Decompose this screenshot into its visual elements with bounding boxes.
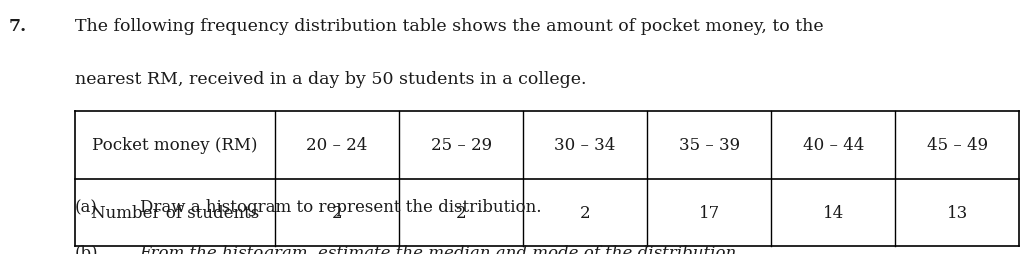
Text: Number of students: Number of students: [91, 204, 259, 221]
Text: From the histogram, estimate the median and mode of the distribution.: From the histogram, estimate the median …: [140, 244, 742, 254]
Text: 25 – 29: 25 – 29: [431, 137, 492, 154]
Text: 45 – 49: 45 – 49: [927, 137, 988, 154]
Text: 2: 2: [580, 204, 591, 221]
Text: 7.: 7.: [8, 18, 27, 35]
Text: 14: 14: [823, 204, 844, 221]
Text: 20 – 24: 20 – 24: [306, 137, 367, 154]
Text: 17: 17: [699, 204, 720, 221]
Text: 30 – 34: 30 – 34: [555, 137, 616, 154]
Text: 2: 2: [455, 204, 467, 221]
Text: (a): (a): [75, 198, 97, 215]
Text: Draw a histogram to represent the distribution.: Draw a histogram to represent the distri…: [140, 198, 541, 215]
Text: 2: 2: [331, 204, 343, 221]
Text: nearest RM, received in a day by 50 students in a college.: nearest RM, received in a day by 50 stud…: [75, 71, 586, 88]
Text: 40 – 44: 40 – 44: [803, 137, 864, 154]
Text: 13: 13: [947, 204, 968, 221]
Text: 35 – 39: 35 – 39: [679, 137, 740, 154]
Text: The following frequency distribution table shows the amount of pocket money, to : The following frequency distribution tab…: [75, 18, 823, 35]
Text: Pocket money (RM): Pocket money (RM): [92, 137, 258, 154]
Text: (b): (b): [75, 244, 98, 254]
